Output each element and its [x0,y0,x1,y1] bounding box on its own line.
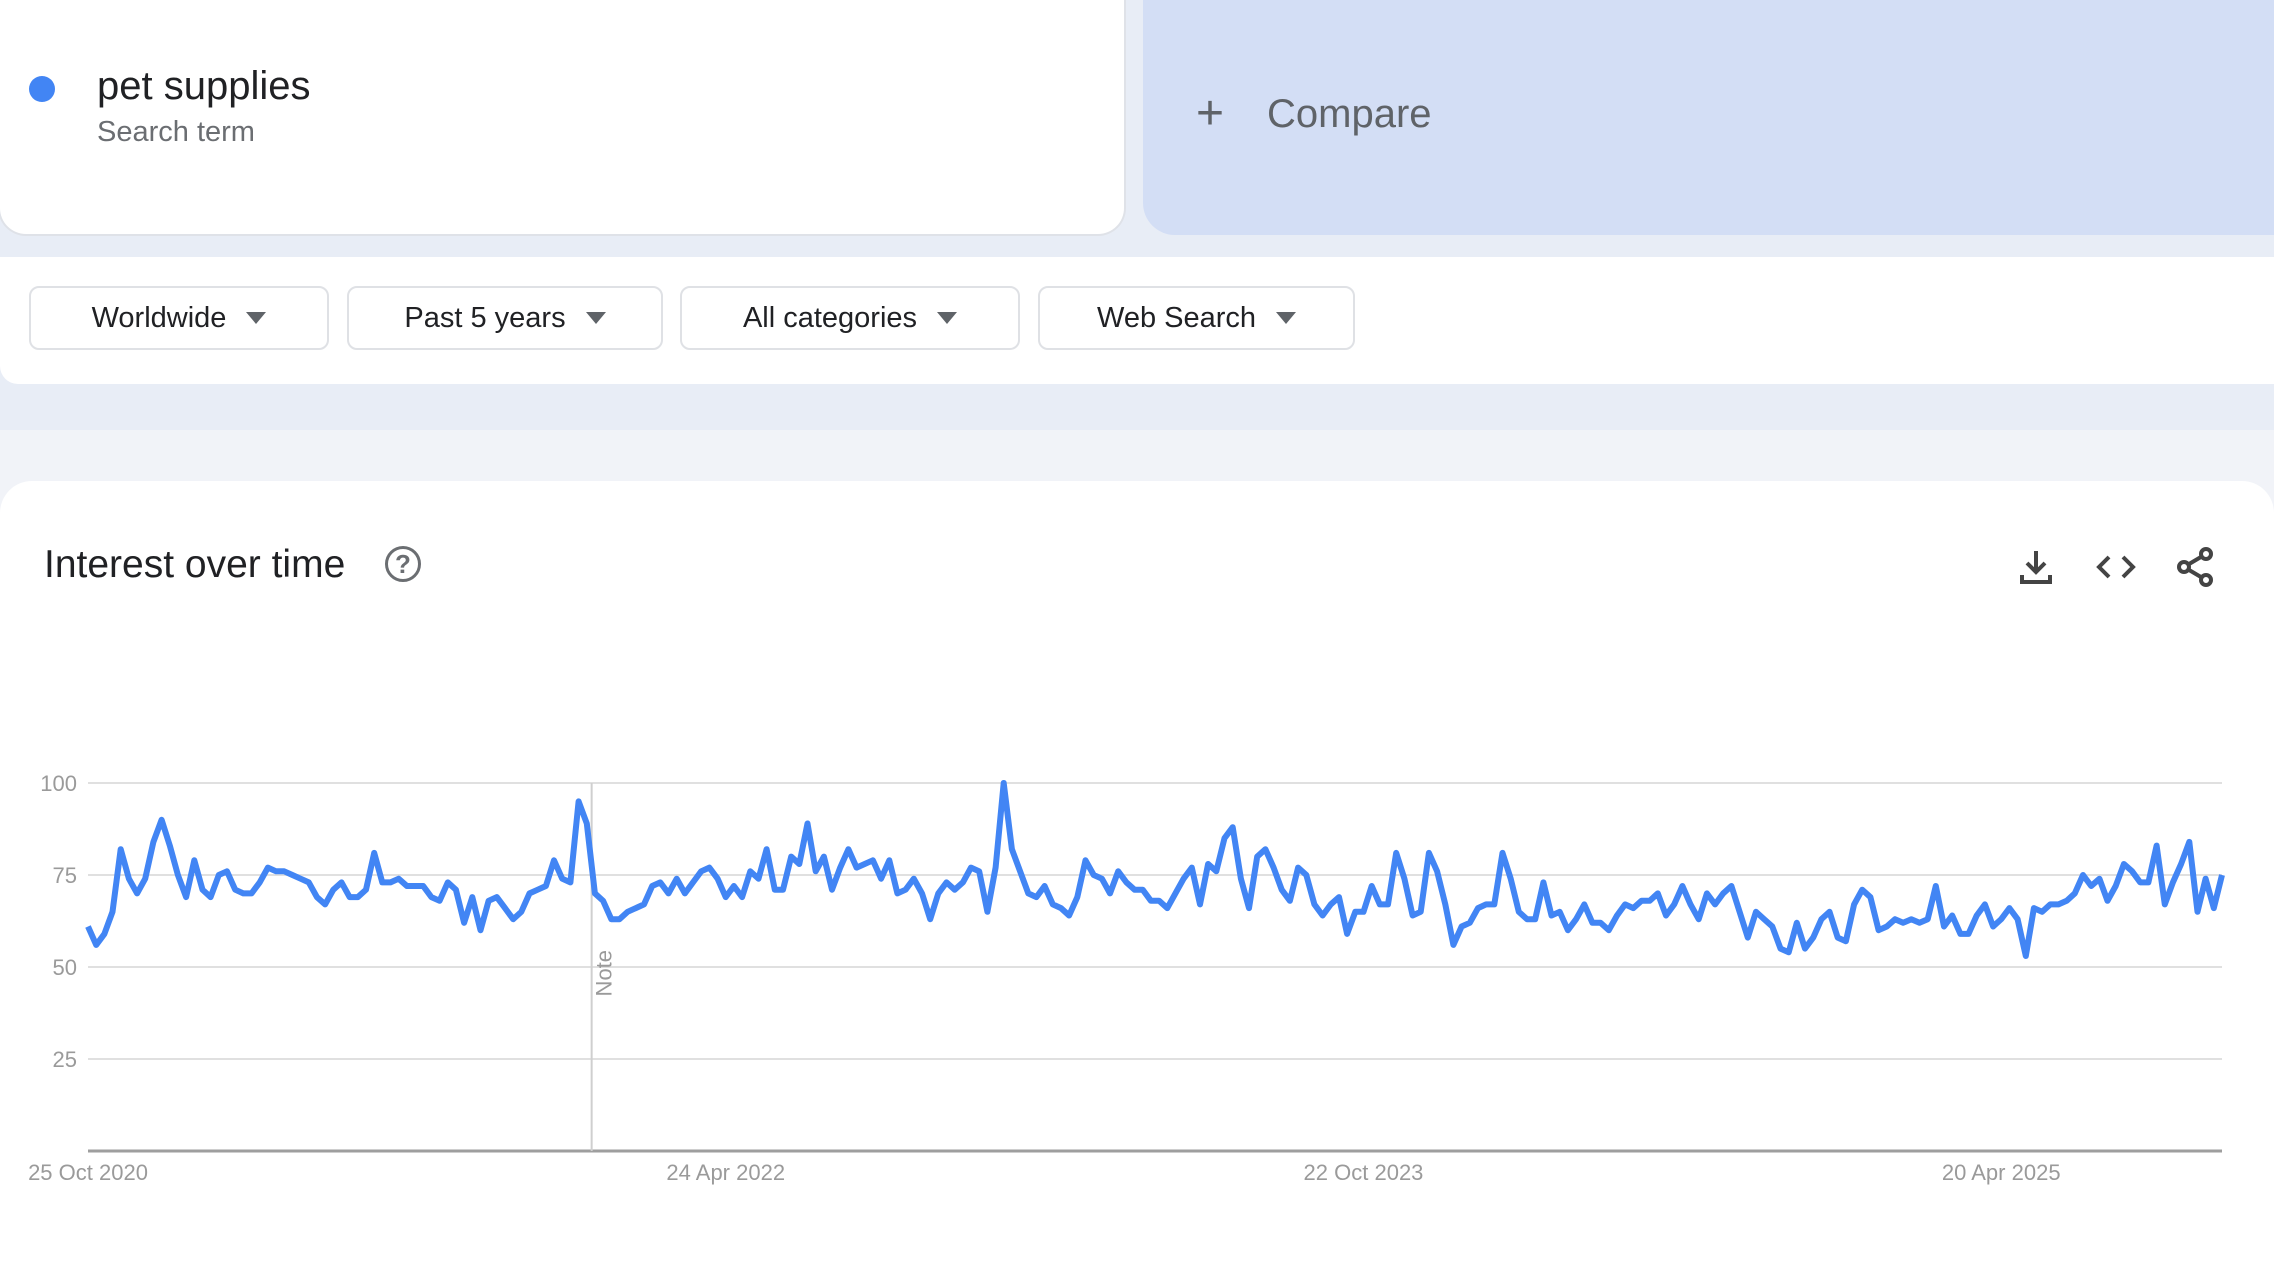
search-type-dropdown[interactable]: Web Search [1038,286,1355,350]
dropdown-label: Worldwide [91,301,227,334]
region-dropdown[interactable]: Worldwide [29,286,329,350]
share-icon[interactable] [2173,545,2217,589]
caret-down-icon [246,312,267,324]
y-tick-label: 100 [40,771,77,796]
search-term-card[interactable]: pet supplies Search term [0,0,1126,236]
download-icon[interactable] [2014,545,2058,589]
widget-title: Interest over time [44,543,346,586]
y-tick-label: 75 [53,863,77,888]
compare-button[interactable]: + Compare [1143,0,2274,235]
compare-label: Compare [1267,92,1432,136]
dropdown-label: Web Search [1096,301,1257,334]
caret-down-icon [937,312,958,324]
plus-icon: + [1196,87,1225,140]
caret-down-icon [1276,312,1297,324]
dropdown-label: All categories [742,301,918,334]
y-tick-label: 25 [53,1047,77,1072]
note-annotation: Note [592,950,617,996]
interest-line-chart: 25 50 75 100 25 Oct 2020 24 Apr 2022 22 Oct 20… [28,771,2225,1185]
dropdown-label: Past 5 years [404,301,566,334]
time-range-dropdown[interactable]: Past 5 years [347,286,663,350]
help-circle-icon[interactable]: ? [385,546,421,582]
search-term-type: Search term [97,116,255,148]
series-color-dot [29,76,55,102]
series-line-pet-supplies [85,780,2225,959]
x-tick-label: 24 Apr 2022 [666,1160,785,1185]
caret-down-icon [585,312,606,324]
filter-bar: Worldwide Past 5 years All categories We… [0,257,2274,384]
x-tick-label: 22 Oct 2023 [1304,1160,1424,1185]
y-tick-label: 50 [53,955,77,980]
search-term-label[interactable]: pet supplies [97,64,311,108]
x-tick-label: 25 Oct 2020 [28,1160,148,1185]
embed-code-icon[interactable] [2094,545,2138,589]
x-tick-label: 20 Apr 2025 [1942,1160,2061,1185]
category-dropdown[interactable]: All categories [680,286,1020,350]
